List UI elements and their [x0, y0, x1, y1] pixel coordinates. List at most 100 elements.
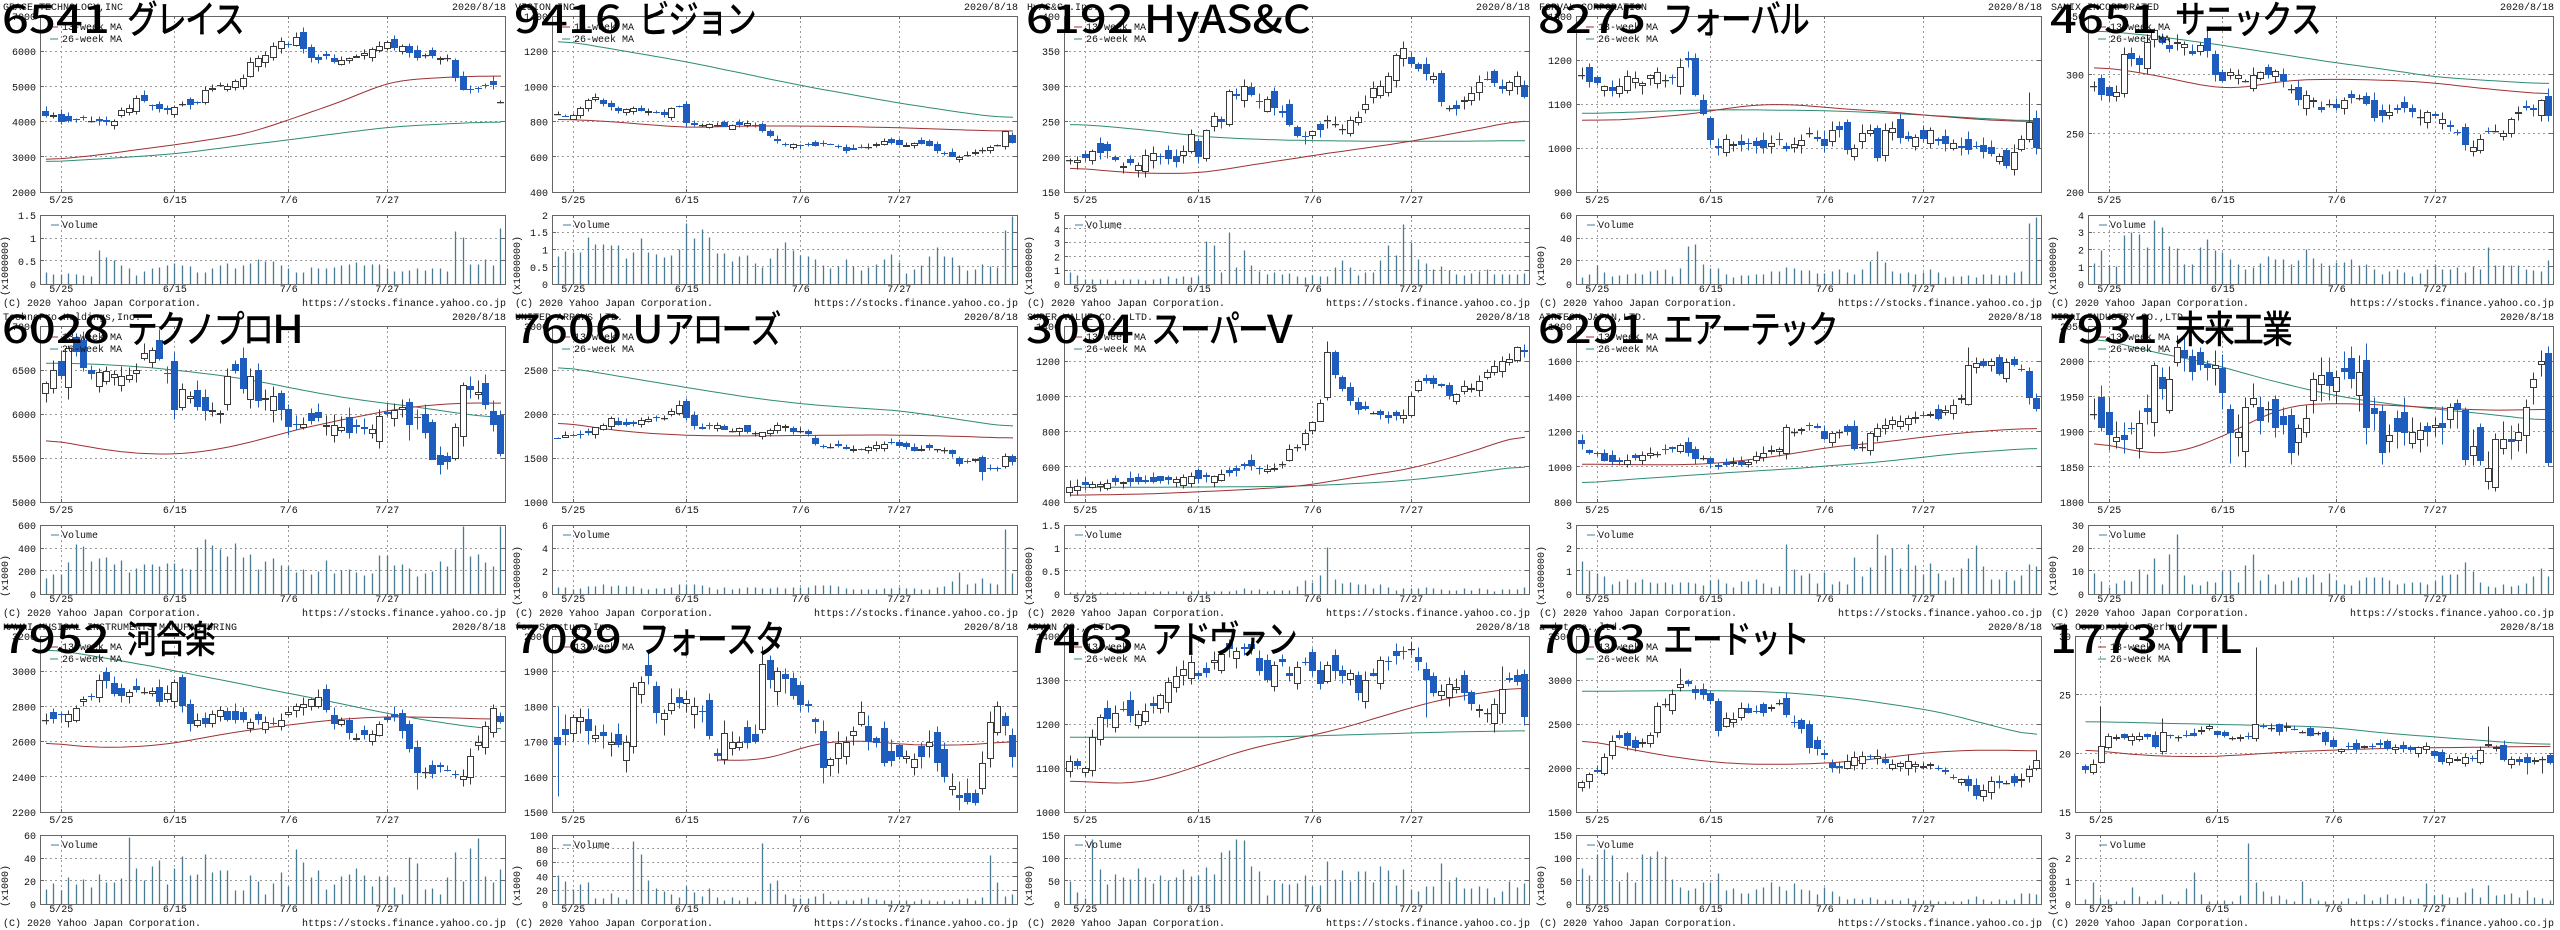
- svg-text:26-week MA: 26-week MA: [1086, 344, 1146, 356]
- svg-text:7/6: 7/6: [2328, 594, 2346, 606]
- svg-text:26-week MA: 26-week MA: [1086, 654, 1146, 666]
- svg-text:Volume: Volume: [2110, 530, 2146, 542]
- svg-text:1: 1: [1054, 545, 1060, 556]
- svg-text:2: 2: [542, 568, 548, 579]
- svg-text:900: 900: [1554, 189, 1572, 200]
- svg-text:5/25: 5/25: [1073, 904, 1097, 916]
- svg-text:0: 0: [1054, 901, 1060, 912]
- svg-text:26-week MA: 26-week MA: [574, 34, 634, 46]
- svg-text:2050: 2050: [2060, 323, 2084, 334]
- svg-text:6/15: 6/15: [1187, 505, 1211, 517]
- svg-text:1: 1: [1566, 568, 1572, 579]
- svg-text:7/6: 7/6: [280, 815, 298, 827]
- svg-text:2020/8/18: 2020/8/18: [2500, 2, 2554, 14]
- svg-text:6/15: 6/15: [163, 284, 187, 296]
- svg-text:7/27: 7/27: [1399, 594, 1423, 606]
- svg-text:2020/8/18: 2020/8/18: [964, 622, 1018, 634]
- svg-text:5/25: 5/25: [49, 505, 73, 517]
- svg-text:2020/8/18: 2020/8/18: [1476, 2, 1530, 14]
- svg-text:1000: 1000: [1548, 145, 1572, 156]
- svg-text:200: 200: [1042, 154, 1060, 165]
- svg-text:7/6: 7/6: [1816, 195, 1834, 207]
- svg-text:5/25: 5/25: [1585, 594, 1609, 606]
- svg-text:https://stocks.finance.yahoo.c: https://stocks.finance.yahoo.co.jp: [302, 298, 506, 310]
- svg-text:5/25: 5/25: [49, 904, 73, 916]
- svg-text:(C) 2020 Yahoo Japan Corporati: (C) 2020 Yahoo Japan Corporation.: [2051, 298, 2249, 310]
- svg-text:(C) 2020 Yahoo Japan Corporati: (C) 2020 Yahoo Japan Corporation.: [1027, 608, 1225, 620]
- svg-text:2020/8/18: 2020/8/18: [2500, 312, 2554, 324]
- svg-text:100: 100: [530, 832, 548, 843]
- svg-text:0: 0: [2078, 591, 2084, 602]
- svg-text:400: 400: [18, 545, 36, 556]
- svg-text:7/6: 7/6: [1816, 594, 1834, 606]
- svg-text:5/25: 5/25: [1073, 195, 1097, 207]
- svg-text:1600: 1600: [1548, 358, 1572, 369]
- svg-text:4: 4: [1054, 226, 1060, 237]
- svg-text:1100: 1100: [1548, 101, 1572, 112]
- svg-text:7/6: 7/6: [1816, 505, 1834, 517]
- svg-text:6/15: 6/15: [163, 904, 187, 916]
- svg-text:3200: 3200: [12, 633, 36, 644]
- svg-text:https://stocks.finance.yahoo.c: https://stocks.finance.yahoo.co.jp: [302, 918, 506, 930]
- svg-text:5000: 5000: [12, 499, 36, 510]
- svg-text:7/6: 7/6: [280, 195, 298, 207]
- svg-text:2600: 2600: [12, 739, 36, 750]
- svg-text:5/25: 5/25: [1073, 505, 1097, 517]
- svg-text:7/27: 7/27: [2423, 195, 2447, 207]
- svg-text:7/27: 7/27: [887, 594, 911, 606]
- svg-text:1500: 1500: [524, 455, 548, 466]
- svg-text:7/6: 7/6: [280, 284, 298, 296]
- svg-text:5/25: 5/25: [2089, 904, 2113, 916]
- svg-text:30: 30: [2072, 522, 2084, 533]
- svg-text:5500: 5500: [12, 455, 36, 466]
- svg-text:1200: 1200: [1548, 57, 1572, 68]
- svg-text:Volume: Volume: [1086, 840, 1122, 852]
- svg-text:7/27: 7/27: [2423, 505, 2447, 517]
- svg-text:(x1000): (x1000): [1024, 865, 1036, 907]
- svg-text:5/25: 5/25: [561, 815, 585, 827]
- svg-text:3: 3: [2078, 229, 2084, 240]
- svg-text:1400: 1400: [1036, 633, 1060, 644]
- svg-text:300: 300: [1042, 83, 1060, 94]
- svg-text:3: 3: [2065, 832, 2071, 843]
- svg-text:7/27: 7/27: [2423, 594, 2447, 606]
- svg-text:7/27: 7/27: [1911, 284, 1935, 296]
- svg-text:6/15: 6/15: [2205, 815, 2229, 827]
- svg-text:6/15: 6/15: [675, 284, 699, 296]
- svg-text:60: 60: [24, 832, 36, 843]
- svg-text:1700: 1700: [524, 739, 548, 750]
- svg-text:40: 40: [1560, 235, 1572, 246]
- svg-text:Volume: Volume: [574, 220, 610, 232]
- svg-text:7/6: 7/6: [1304, 815, 1322, 827]
- svg-text:1950: 1950: [2060, 393, 2084, 404]
- svg-text:600: 600: [18, 522, 36, 533]
- svg-text:2: 2: [2078, 247, 2084, 258]
- svg-text:1200: 1200: [1036, 358, 1060, 369]
- svg-text:7/27: 7/27: [1399, 195, 1423, 207]
- svg-text:2020/8/18: 2020/8/18: [1476, 312, 1530, 324]
- svg-text:800: 800: [530, 119, 548, 130]
- svg-text:https://stocks.finance.yahoo.c: https://stocks.finance.yahoo.co.jp: [2350, 608, 2554, 620]
- svg-text:5/25: 5/25: [561, 505, 585, 517]
- svg-text:0: 0: [1566, 901, 1572, 912]
- svg-text:https://stocks.finance.yahoo.c: https://stocks.finance.yahoo.co.jp: [814, 608, 1018, 620]
- svg-text:https://stocks.finance.yahoo.c: https://stocks.finance.yahoo.co.jp: [814, 298, 1018, 310]
- svg-text:(C) 2020 Yahoo Japan Corporati: (C) 2020 Yahoo Japan Corporation.: [515, 298, 713, 310]
- svg-text:0.5: 0.5: [1042, 568, 1060, 579]
- svg-text:6/15: 6/15: [675, 815, 699, 827]
- svg-text:7/6: 7/6: [1816, 284, 1834, 296]
- svg-text:7/6: 7/6: [792, 904, 810, 916]
- svg-text:250: 250: [2066, 130, 2084, 141]
- svg-text:(C) 2020 Yahoo Japan Corporati: (C) 2020 Yahoo Japan Corporation.: [1027, 918, 1225, 930]
- svg-text:1500: 1500: [524, 809, 548, 820]
- svg-text:5/25: 5/25: [1585, 195, 1609, 207]
- svg-text:Volume: Volume: [62, 530, 98, 542]
- svg-text:7/27: 7/27: [375, 505, 399, 517]
- svg-text:50: 50: [1048, 878, 1060, 889]
- svg-text:2020/8/18: 2020/8/18: [1988, 622, 2042, 634]
- svg-text:20: 20: [2072, 545, 2084, 556]
- svg-text:60: 60: [1560, 212, 1572, 223]
- svg-text:5/25: 5/25: [1585, 815, 1609, 827]
- svg-text:25: 25: [2059, 692, 2071, 703]
- svg-text:6/15: 6/15: [2205, 904, 2229, 916]
